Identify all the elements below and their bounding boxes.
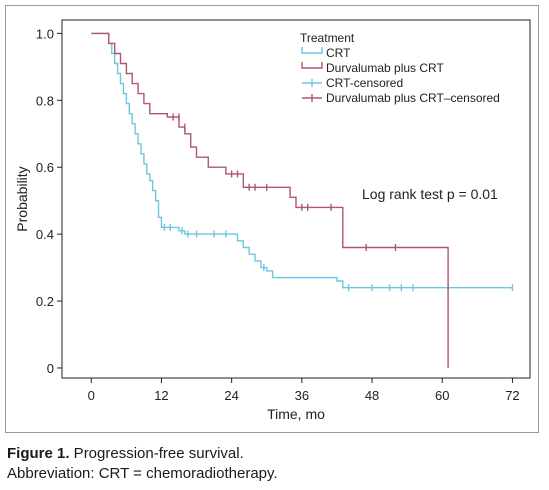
legend-entry: CRT-censored — [326, 76, 403, 90]
legend-title: Treatment — [300, 31, 355, 45]
legend-swatch — [301, 47, 323, 54]
y-tick-label: 1.0 — [36, 26, 54, 41]
x-tick-label: 72 — [505, 388, 519, 403]
x-tick-label: 36 — [295, 388, 309, 403]
y-tick-label: 0 — [47, 361, 54, 376]
caption-title: Progression-free survival. — [69, 445, 244, 462]
legend-entry: Durvalumab plus CRT — [326, 61, 444, 75]
plot-area-border — [61, 19, 531, 379]
x-tick-label: 60 — [435, 388, 449, 403]
survival-curves — [91, 32, 514, 368]
x-tick-label: 48 — [365, 388, 379, 403]
axes: 0 12 24 36 48 60 72 0 0.2 0.4 0.6 0.8 1.0 Time, mo Pro… — [14, 19, 531, 422]
legend-swatch — [301, 62, 323, 69]
y-axis-label: Probability — [14, 166, 30, 231]
caption-figure-label: Figure 1. — [7, 445, 70, 462]
y-tick-label: 0.6 — [36, 160, 54, 175]
caption-title-line: Figure 1. Progression-free survival. — [7, 444, 537, 464]
x-tick-label: 12 — [154, 388, 168, 403]
durvalumab-crt-curve — [91, 32, 449, 368]
y-tick-label: 0.4 — [36, 227, 54, 242]
figure-frame — [5, 5, 539, 433]
x-tick-label: 24 — [224, 388, 238, 403]
legend-entry: CRT — [326, 46, 351, 60]
x-axis-label: Time, mo — [267, 406, 325, 422]
log-rank-annotation: Log rank test p = 0.01 — [362, 186, 498, 202]
crt-curve — [91, 32, 513, 289]
figure-caption: Figure 1. Progression-free survival. Abb… — [7, 444, 537, 484]
km-plot: 0 12 24 36 48 60 72 0 0.2 0.4 0.6 0.8 1.0 Time, mo Pro… — [14, 19, 531, 422]
x-tick-label: 0 — [88, 388, 95, 403]
y-tick-label: 0.8 — [36, 93, 54, 108]
caption-abbreviation: Abbreviation: CRT = chemoradiotherapy. — [7, 465, 278, 482]
legend-entry: Durvalumab plus CRT–censored — [326, 91, 500, 105]
y-tick-label: 0.2 — [36, 294, 54, 309]
